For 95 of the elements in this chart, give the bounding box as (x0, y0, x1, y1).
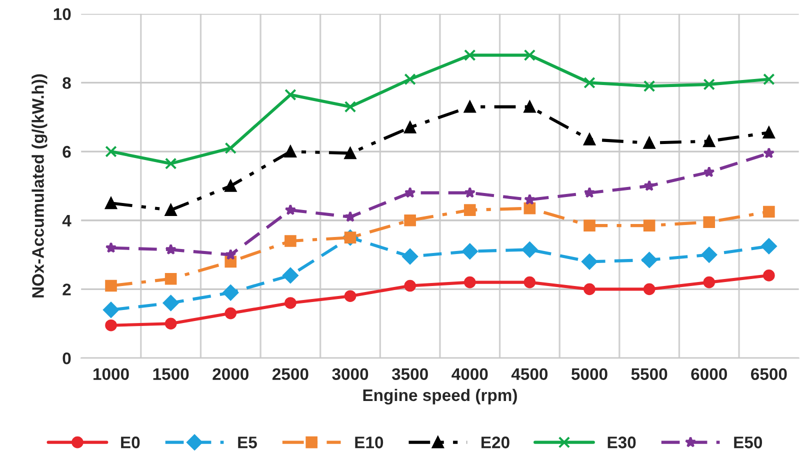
x-tick-label: 5500 (631, 368, 668, 380)
x-tick-label: 4000 (452, 368, 488, 380)
x-tick-label: 5000 (571, 368, 608, 380)
point (105, 280, 117, 292)
point (524, 194, 536, 205)
y-tick-label: 10 (54, 8, 71, 20)
point (703, 276, 716, 288)
point (524, 202, 536, 214)
point (464, 276, 476, 288)
point (284, 146, 296, 158)
point (464, 204, 476, 216)
point (644, 180, 655, 191)
point (404, 186, 416, 198)
point (701, 246, 718, 263)
point (464, 100, 476, 113)
point (584, 186, 596, 198)
y-tick-label: 4 (62, 214, 72, 226)
point (105, 197, 117, 210)
point (763, 206, 775, 218)
point (164, 204, 177, 216)
point (103, 302, 119, 318)
point (641, 252, 658, 268)
y-tick-label: 2 (62, 284, 71, 296)
point (164, 158, 177, 170)
point (582, 254, 598, 270)
legend-label: E20 (482, 436, 510, 448)
point (224, 180, 237, 192)
point (464, 49, 476, 62)
point (643, 283, 656, 296)
legend-label: E5 (238, 436, 257, 448)
point (344, 100, 356, 113)
point (522, 242, 538, 258)
point (703, 216, 716, 228)
point (524, 276, 536, 288)
point (462, 243, 478, 260)
point (464, 186, 476, 198)
point (703, 78, 716, 90)
point (584, 283, 596, 296)
y-tick-label: 8 (62, 77, 71, 89)
point (165, 244, 176, 255)
point (763, 126, 775, 139)
y-axis-title: NOx-Accumulated (g/(kW.h)) (32, 74, 48, 298)
point (222, 284, 239, 301)
point (524, 100, 536, 113)
point (224, 248, 236, 260)
point (344, 147, 356, 160)
point (105, 242, 117, 253)
point (584, 134, 596, 146)
point (105, 146, 117, 158)
point (344, 290, 356, 302)
legend-label: E30 (608, 436, 636, 448)
x-tick-label: 2500 (272, 368, 308, 380)
x-tick-label: 2000 (212, 368, 248, 380)
point (404, 214, 416, 226)
point (162, 295, 179, 311)
point (402, 248, 418, 264)
point (164, 272, 177, 285)
point (761, 238, 777, 254)
legend-label: E10 (355, 436, 384, 448)
point (404, 73, 416, 86)
point (105, 319, 117, 332)
point (284, 88, 296, 101)
point (284, 204, 296, 216)
x-tick-label: 6500 (751, 368, 787, 380)
legend-label: E50 (734, 436, 762, 448)
x-tick-label: 3500 (392, 368, 428, 380)
point (584, 220, 596, 232)
x-tick-label: 6000 (691, 368, 727, 380)
point (404, 280, 416, 292)
point (703, 135, 716, 148)
point (224, 142, 237, 154)
point (344, 211, 356, 222)
point (703, 166, 715, 178)
x-tick-label: 1500 (153, 368, 189, 380)
point (763, 270, 775, 282)
legend-label: E0 (121, 436, 140, 448)
point (164, 318, 177, 330)
y-tick-label: 6 (62, 146, 71, 158)
point (282, 268, 298, 284)
x-axis-title: Engine speed (rpm) (363, 388, 517, 404)
x-tick-label: 1000 (94, 368, 129, 380)
point (763, 73, 775, 86)
x-tick-label: 4500 (511, 368, 548, 380)
point (284, 235, 296, 247)
point (643, 220, 656, 232)
point (763, 147, 775, 158)
point (284, 297, 296, 309)
y-tick-label: 0 (62, 352, 71, 364)
point (524, 49, 536, 62)
point (224, 307, 237, 320)
point (404, 122, 416, 134)
point (643, 137, 656, 149)
x-tick-label: 3000 (332, 368, 368, 380)
point (643, 80, 656, 92)
point (584, 76, 596, 89)
